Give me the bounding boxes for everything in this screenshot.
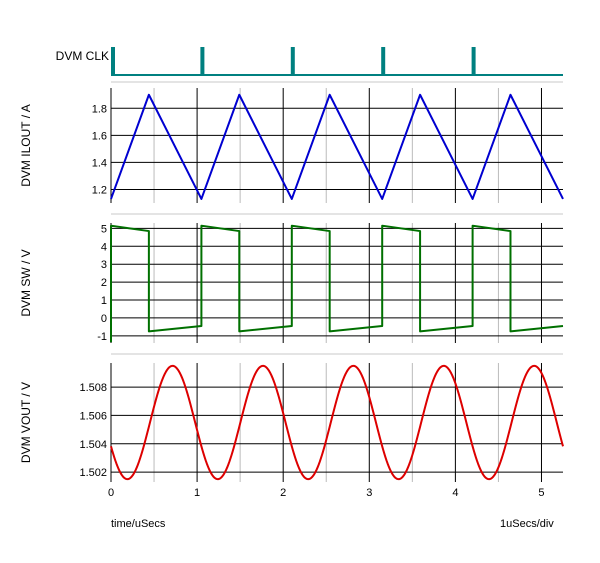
series-line-voltage (110, 364, 564, 481)
y-tick-label: 1.2 (92, 184, 107, 196)
x-tick-label: 4 (452, 487, 458, 499)
x-scale-label: 1uSecs/div (500, 518, 554, 530)
y-axis-label: DVM ILOUT / A (19, 104, 33, 186)
y-tick-label: 1.502 (79, 467, 107, 479)
series-line-switch (110, 224, 564, 343)
series-line-current (110, 93, 564, 200)
y-tick-label: 1.506 (79, 410, 107, 422)
y-tick-label: 1.508 (79, 382, 107, 394)
y-tick-label: 3 (101, 259, 107, 271)
y-tick-label: 1 (101, 295, 107, 307)
y-tick-label: 1.6 (92, 130, 107, 142)
y-tick-label: 4 (101, 241, 107, 253)
x-tick-label: 2 (280, 487, 286, 499)
clock-trace (111, 47, 563, 76)
x-tick-label: 5 (538, 487, 544, 499)
x-tick-label: 0 (108, 487, 114, 499)
x-axis-title: time/uSecs (111, 518, 166, 530)
y-tick-label: 1.4 (92, 157, 107, 169)
y-tick-label: 2 (101, 277, 107, 289)
y-tick-label: 0 (101, 313, 107, 325)
y-axis-label: DVM VOUT / V (19, 382, 33, 463)
x-tick-label: 3 (366, 487, 372, 499)
y-tick-label: 1.8 (92, 103, 107, 115)
y-axis-label: DVM SW / V (19, 249, 33, 316)
y-tick-label: 5 (101, 223, 107, 235)
y-tick-label: -1 (97, 331, 107, 343)
y-axis-label: DVM CLK (56, 49, 109, 63)
x-tick-label: 1 (194, 487, 200, 499)
y-tick-label: 1.504 (79, 439, 107, 451)
